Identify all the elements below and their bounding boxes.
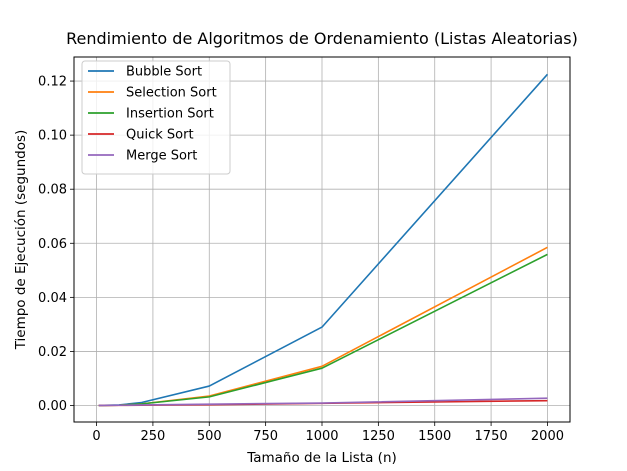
axis-ticks: 0 250 500 750 1000 1250 1500 1750 2000 0.00 0.02 0.… [38,75,564,444]
y-axis-label: Tiempo de Ejecución (segundos) [13,130,29,351]
x-axis-label: Tamaño de la Lista (n) [246,450,397,466]
series-line-merge-sort [98,397,548,407]
x-tick-label: 0 [92,429,100,444]
x-tick-label: 1250 [362,429,395,444]
legend-label-merge-sort: Merge Sort [126,149,197,164]
x-tick-label: 2000 [531,429,564,444]
x-tick-label: 750 [253,429,278,444]
x-tick-label: 250 [140,429,165,444]
chart-title: Rendimiento de Algoritmos de Ordenamient… [66,29,578,48]
legend-box [81,60,231,175]
y-tick-label: 0.12 [38,75,67,90]
legend-label-selection-sort: Selection Sort [126,86,217,101]
y-tick-label: 0.08 [38,183,67,198]
y-tick-label: 0.04 [38,291,67,306]
x-tick-label: 500 [197,429,222,444]
y-tick-label: 0.10 [38,129,67,144]
legend-label-insertion-sort: Insertion Sort [126,107,214,122]
legend-label-bubble-sort: Bubble Sort [126,65,202,80]
series-lines [98,73,549,407]
x-tick-label: 1500 [418,429,451,444]
y-tick-label: 0.06 [38,237,67,252]
y-tick-label: 0.02 [38,345,67,360]
x-tick-label: 1750 [475,429,508,444]
x-tick-label: 1000 [305,429,338,444]
y-tick-label: 0.00 [38,399,67,414]
legend-label-quick-sort: Quick Sort [126,128,194,143]
legend: Bubble Sort Selection Sort Insertion Sort Q… [81,60,231,175]
